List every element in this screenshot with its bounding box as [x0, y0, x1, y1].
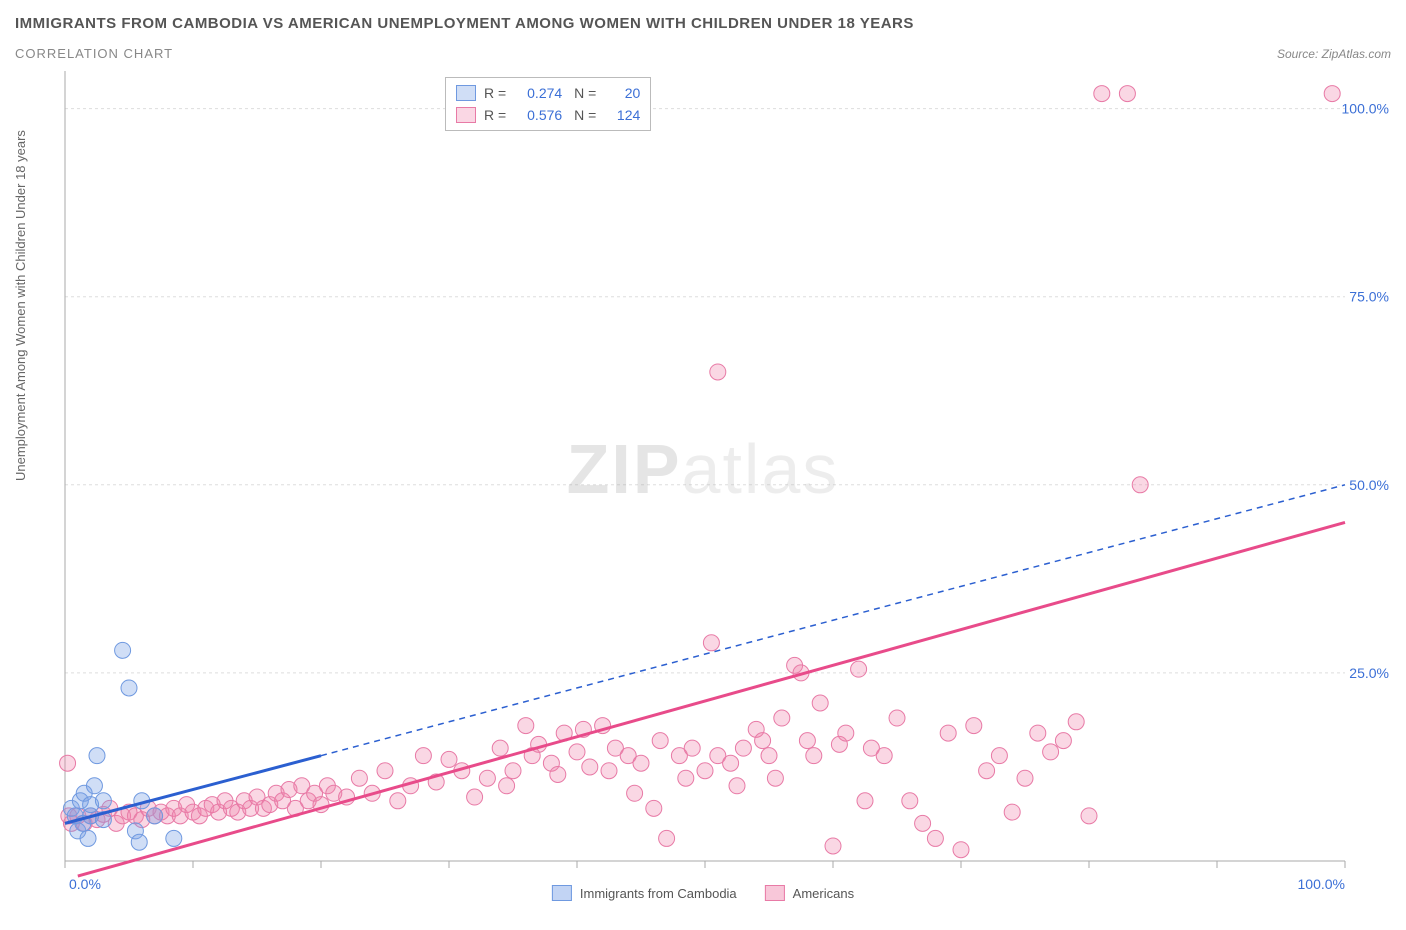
legend-item-cambodia: Immigrants from Cambodia — [552, 885, 737, 901]
legend-label-cambodia: Immigrants from Cambodia — [580, 886, 737, 901]
svg-text:25.0%: 25.0% — [1349, 665, 1389, 681]
legend-row-cambodia: R =0.274 N =20 — [456, 82, 640, 104]
correlation-legend: R =0.274 N =20 R =0.576 N =124 — [445, 77, 651, 131]
chart-area: Unemployment Among Women with Children U… — [15, 71, 1391, 901]
subtitle-row: CORRELATION CHART Source: ZipAtlas.com — [15, 46, 1391, 61]
svg-text:75.0%: 75.0% — [1349, 289, 1389, 305]
legend-item-americans: Americans — [765, 885, 854, 901]
series-legend: Immigrants from Cambodia Americans — [552, 885, 854, 901]
legend-label-americans: Americans — [793, 886, 854, 901]
swatch-cambodia — [456, 85, 476, 101]
swatch-americans-icon — [765, 885, 785, 901]
chart-subtitle: CORRELATION CHART — [15, 46, 173, 61]
source-attribution: Source: ZipAtlas.com — [1277, 47, 1391, 61]
svg-text:0.0%: 0.0% — [69, 876, 101, 892]
swatch-cambodia-icon — [552, 885, 572, 901]
svg-text:100.0%: 100.0% — [1342, 101, 1389, 117]
chart-title: IMMIGRANTS FROM CAMBODIA VS AMERICAN UNE… — [15, 15, 1391, 32]
legend-row-americans: R =0.576 N =124 — [456, 104, 640, 126]
svg-text:50.0%: 50.0% — [1349, 477, 1389, 493]
scatter-chart-svg: 25.0% 50.0% 75.0% 100.0% 0.0% 100.0% — [15, 71, 1391, 901]
svg-text:100.0%: 100.0% — [1298, 876, 1345, 892]
swatch-americans — [456, 107, 476, 123]
